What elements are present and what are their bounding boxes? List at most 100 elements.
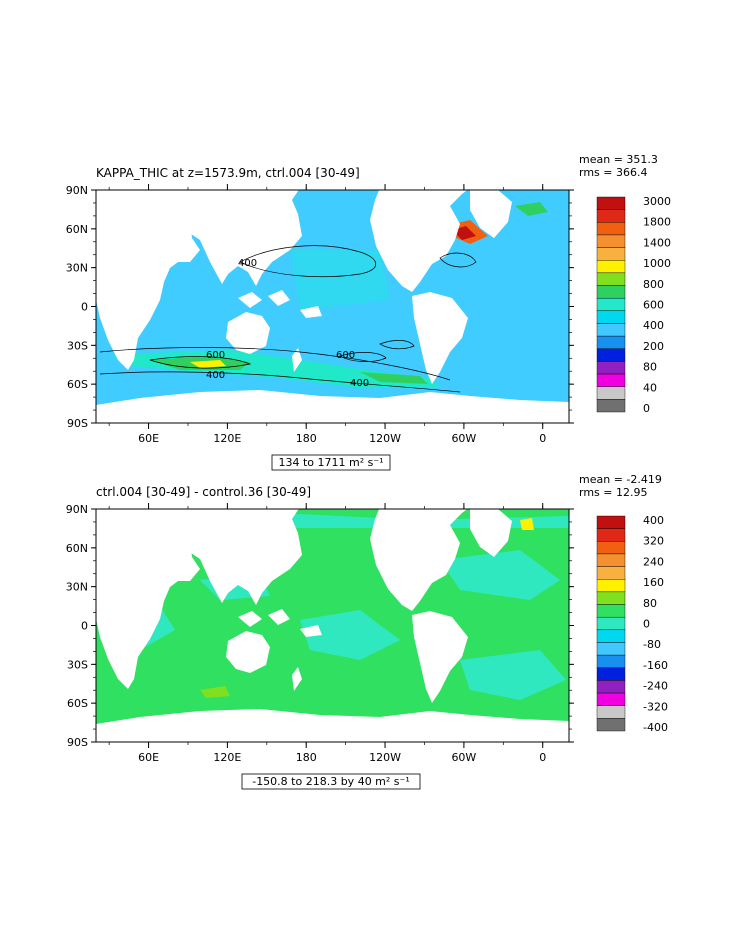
- bottom-colorbar-label: -80: [643, 638, 661, 651]
- top-colorbar-label: 1400: [643, 236, 671, 249]
- bottom-lon-label: 120W: [369, 751, 401, 764]
- bottom-colorbar-label: 160: [643, 576, 664, 589]
- top-colorbar-swatch: [596, 373, 626, 387]
- bottom-colorbar-swatch: [596, 579, 626, 593]
- top-lon-label: 60E: [138, 432, 159, 445]
- bottom-title: ctrl.004 [30-49] - control.36 [30-49]: [96, 485, 311, 499]
- bottom-range-text: -150.8 to 218.3 by 40 m² s⁻¹: [252, 775, 410, 788]
- top-colorbar-swatch: [596, 247, 626, 261]
- top-lon-label: 180: [296, 432, 317, 445]
- top-axes: 90N 60N 30N 0 30S 60S 90S 60E 120E 180 120W 60W 0: [66, 184, 574, 445]
- bottom-colorbar-label: -240: [643, 680, 668, 693]
- bottom-colorbar-swatch: [596, 541, 626, 555]
- bottom-patch-4: [460, 650, 566, 700]
- top-colorbar-swatch: [596, 399, 626, 413]
- bottom-colorbar-label: 0: [643, 618, 650, 631]
- bottom-lat-label: 90S: [67, 736, 88, 749]
- bottom-colorbar-swatch: [596, 604, 626, 618]
- bottom-colorbar-swatch: [596, 705, 626, 719]
- top-colorbar-label: 40: [643, 381, 657, 394]
- bottom-lon-label: 0: [539, 751, 546, 764]
- top-lat-label: 60N: [66, 223, 88, 236]
- top-colorbar-swatch: [596, 348, 626, 362]
- bottom-lat-label: 30N: [66, 581, 88, 594]
- bottom-colorbar-label: -320: [643, 700, 668, 713]
- bottom-colorbar-swatch: [596, 629, 626, 643]
- bottom-patch-3: [440, 550, 560, 600]
- bottom-lon-label: 180: [296, 751, 317, 764]
- top-lon-label: 0: [539, 432, 546, 445]
- bottom-colorbar: 400 320 240 160 80 0 -80 -160 -240 -320 -400: [596, 514, 668, 734]
- bottom-lat-label: 0: [81, 620, 88, 633]
- bottom-colorbar-swatch: [596, 654, 626, 668]
- top-colorbar-swatch: [596, 297, 626, 312]
- bottom-lat-label: 60N: [66, 542, 88, 555]
- top-colorbar-label: 80: [643, 361, 657, 374]
- top-contours: [99, 245, 477, 393]
- top-lat-label: 90N: [66, 184, 88, 197]
- top-contour-label-4: 600: [336, 350, 355, 361]
- top-acc-core-2: [360, 372, 428, 384]
- bottom-axes: 90N 60N 30N 0 30S 60S 90S 60E 120E 180 120W 60W 0: [66, 503, 574, 764]
- top-ocean-band: [290, 250, 390, 310]
- top-colorbar-swatch: [596, 285, 626, 299]
- bottom-colorbar-label: 240: [643, 555, 664, 568]
- bottom-spot-1: [200, 686, 230, 698]
- bottom-mean: mean = -2.419: [579, 473, 662, 486]
- bottom-colorbar-swatch: [596, 667, 626, 681]
- top-colorbar-swatch: [596, 361, 626, 375]
- top-colorbar-swatch: [596, 234, 626, 248]
- top-colorbar-label: 1800: [643, 216, 671, 229]
- top-colorbar-swatch: [596, 323, 626, 337]
- top-colorbar-label: 1000: [643, 257, 671, 270]
- top-colorbar-label: 800: [643, 278, 664, 291]
- top-colorbar-swatch: [596, 209, 626, 223]
- top-lat-label: 0: [81, 301, 88, 314]
- bottom-colorbar-swatch: [596, 642, 626, 656]
- top-colorbar-label: 600: [643, 299, 664, 312]
- top-lat-label: 60S: [67, 378, 88, 391]
- bottom-colorbar-swatch: [596, 680, 626, 694]
- top-rms: rms = 366.4: [579, 166, 647, 179]
- top-mean: mean = 351.3: [579, 153, 658, 166]
- top-colorbar-swatch: [596, 310, 626, 324]
- top-colorbar-label: 400: [643, 319, 664, 332]
- bottom-lat-label: 90N: [66, 503, 88, 516]
- top-colorbar-swatch: [596, 386, 626, 400]
- top-colorbar-label: 3000: [643, 195, 671, 208]
- bottom-colorbar-label: -400: [643, 721, 668, 734]
- bottom-colorbar-swatch: [596, 718, 626, 732]
- top-lat-label: 30S: [67, 339, 88, 352]
- bottom-colorbar-swatch: [596, 515, 626, 529]
- top-contour-label-5: 400: [350, 378, 369, 389]
- top-lon-label: 120W: [369, 432, 401, 445]
- bottom-lon-label: 60W: [451, 751, 476, 764]
- top-range-box: [271, 454, 391, 471]
- bottom-lon-label: 120E: [213, 751, 241, 764]
- top-range-text: 134 to 1711 m² s⁻¹: [278, 456, 383, 469]
- top-map: [96, 190, 569, 423]
- top-panel: KAPPA_THIC at z=1573.9m, ctrl.004 [30-49…: [66, 153, 671, 471]
- bottom-colorbar-swatch: [596, 692, 626, 706]
- bottom-colorbar-label: 320: [643, 535, 664, 548]
- top-nordic-spot: [515, 202, 548, 216]
- bottom-rms: rms = 12.95: [579, 486, 647, 499]
- top-lon-label: 120E: [213, 432, 241, 445]
- top-colorbar-swatch: [596, 196, 626, 210]
- bottom-lon-label: 60E: [138, 751, 159, 764]
- top-acc-peak: [190, 360, 226, 368]
- bottom-lat-label: 30S: [67, 658, 88, 671]
- top-lat-label: 30N: [66, 262, 88, 275]
- bottom-colorbar-swatch: [596, 591, 626, 605]
- top-colorbar-swatch: [596, 260, 626, 274]
- bottom-colorbar-label: -160: [643, 659, 668, 672]
- top-colorbar-swatch: [596, 335, 626, 349]
- top-contour-label-2: 600: [206, 350, 225, 361]
- top-contour-label-3: 400: [206, 370, 225, 381]
- bottom-lat-label: 60S: [67, 697, 88, 710]
- top-title: KAPPA_THIC at z=1573.9m, ctrl.004 [30-49…: [96, 166, 360, 180]
- bottom-colorbar-swatch: [596, 528, 626, 542]
- top-colorbar-label: 200: [643, 340, 664, 353]
